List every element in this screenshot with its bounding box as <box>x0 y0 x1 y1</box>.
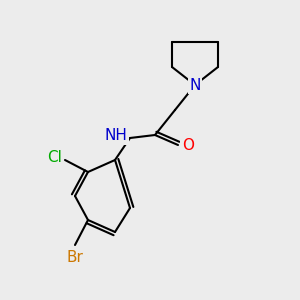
Text: N: N <box>189 77 201 92</box>
Text: NH: NH <box>105 128 128 143</box>
Text: Br: Br <box>67 250 83 265</box>
Text: O: O <box>182 137 194 152</box>
Text: Cl: Cl <box>48 151 62 166</box>
